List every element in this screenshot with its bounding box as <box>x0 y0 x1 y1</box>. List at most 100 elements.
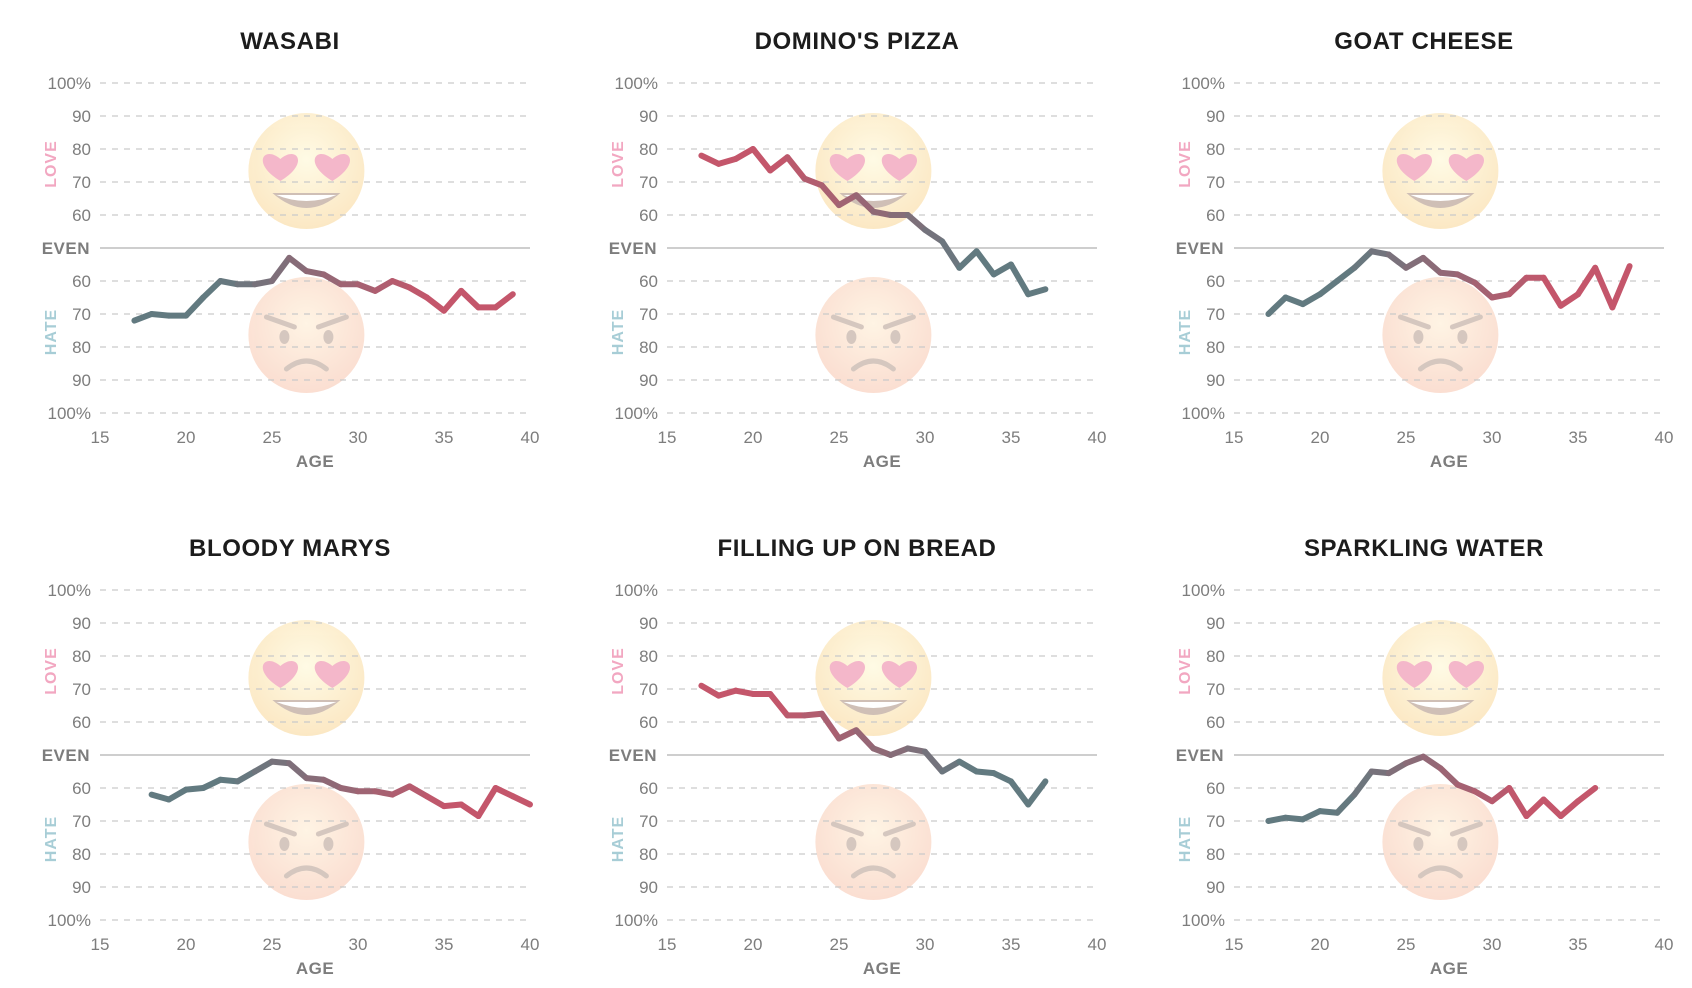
even-label: EVEN <box>609 239 657 258</box>
y-tick-label: 90 <box>72 614 91 633</box>
x-tick-label: 20 <box>177 935 196 954</box>
data-line-segment <box>269 254 293 284</box>
x-tick-label: 20 <box>177 428 196 447</box>
y-tick-label: 100% <box>1182 581 1225 600</box>
x-tick-label: 35 <box>1569 428 1588 447</box>
y-tick-label: 60 <box>72 779 91 798</box>
data-line-segment <box>922 748 946 775</box>
even-label: EVEN <box>42 746 90 765</box>
x-tick-label: 40 <box>1088 428 1107 447</box>
x-tick-label: 30 <box>916 935 935 954</box>
data-line-segment <box>1282 294 1306 308</box>
y-tick-label: 60 <box>639 272 658 291</box>
y-tick-label: 80 <box>72 647 91 666</box>
data-line-segment <box>389 278 413 291</box>
x-tick-label: 25 <box>263 935 282 954</box>
y-tick-label: 80 <box>1206 845 1225 864</box>
data-line-segment <box>1025 286 1049 298</box>
y-tick-label: 80 <box>639 140 658 159</box>
y-tick-label: 100% <box>48 911 91 930</box>
data-line-segment <box>1008 778 1032 808</box>
angry-face-emoji-icon <box>248 784 365 900</box>
data-line-segment <box>1592 264 1616 311</box>
love-axis-label: LOVE <box>1177 140 1194 188</box>
data-line-segment <box>698 682 722 699</box>
data-line-segment <box>286 760 310 782</box>
line-chart: BLOODY MARYS 100% 90 80 70 60 EVEN 60 70 80 90 100%… <box>42 535 540 978</box>
data-line-segment <box>441 287 465 314</box>
x-tick-label: 15 <box>1225 428 1244 447</box>
chart-panel: GOAT CHEESE 100% 90 80 70 60 EVEN 60 70 80 90 100% L… <box>1134 0 1692 480</box>
heart-eyes-emoji-icon <box>815 620 932 736</box>
x-tick-label: 25 <box>263 428 282 447</box>
data-line-segment <box>1299 808 1323 823</box>
data-line-segment <box>956 758 980 775</box>
data-line-segment <box>853 727 877 752</box>
data-line-segment <box>1506 785 1530 820</box>
x-tick-label: 25 <box>1397 428 1416 447</box>
data-line-segment <box>475 785 499 820</box>
data-line-segment <box>1403 753 1427 767</box>
y-tick-label: 80 <box>639 845 658 864</box>
y-tick-label: 60 <box>639 206 658 225</box>
y-tick-label: 60 <box>1206 206 1225 225</box>
data-line-segment <box>320 776 344 791</box>
angry-face-emoji-icon <box>815 277 932 393</box>
data-line-segment <box>904 212 928 233</box>
line-chart: DOMINO'S PIZZA 100% 90 80 70 60 EVEN 60 70 80 90 10… <box>609 28 1107 471</box>
y-tick-label: 90 <box>72 107 91 126</box>
line-chart: FILLING UP ON BREAD 100% 90 80 70 60 EVEN 60 70 8… <box>609 535 1107 978</box>
chart-panel: SPARKLING WATER 100% 90 80 70 60 EVEN 60 70 80 90 1… <box>1134 507 1692 987</box>
y-tick-label: 90 <box>639 614 658 633</box>
heart-eyes-emoji-icon <box>248 620 365 736</box>
data-line-segment <box>286 254 310 275</box>
x-tick-label: 15 <box>1225 935 1244 954</box>
y-tick-label: 70 <box>1206 680 1225 699</box>
y-tick-label: 80 <box>1206 140 1225 159</box>
y-tick-label: 60 <box>639 713 658 732</box>
y-tick-label: 70 <box>72 812 91 831</box>
data-line-segment <box>423 294 447 314</box>
y-tick-label: 100% <box>1182 74 1225 93</box>
y-tick-label: 100% <box>615 404 658 423</box>
y-tick-label: 70 <box>639 305 658 324</box>
love-axis-label: LOVE <box>43 140 60 188</box>
y-tick-label: 80 <box>72 338 91 357</box>
data-line-segment <box>320 271 344 288</box>
angry-face-emoji-icon <box>248 277 365 393</box>
data-line-segment <box>1454 271 1478 286</box>
y-tick-label: 70 <box>1206 173 1225 192</box>
data-line-segment <box>1575 264 1599 298</box>
love-axis-label: LOVE <box>43 647 60 695</box>
y-tick-label: 80 <box>72 845 91 864</box>
chart-panel: DOMINO'S PIZZA 100% 90 80 70 60 EVEN 60 70 80 90 10… <box>567 0 1125 480</box>
y-tick-label: 70 <box>1206 812 1225 831</box>
data-line-segment <box>372 278 396 294</box>
x-tick-label: 35 <box>1002 935 1021 954</box>
x-axis-label: AGE <box>296 959 334 978</box>
data-line-segment <box>509 793 533 808</box>
data-line-segment <box>732 146 756 162</box>
y-tick-label: 90 <box>1206 107 1225 126</box>
data-line-segment <box>389 783 413 798</box>
love-axis-label: LOVE <box>1177 647 1194 695</box>
y-tick-label: 60 <box>1206 713 1225 732</box>
x-axis-label: AGE <box>1430 452 1468 471</box>
y-tick-label: 100% <box>48 404 91 423</box>
data-line-segment <box>1299 291 1323 308</box>
x-tick-label: 20 <box>744 428 763 447</box>
x-tick-label: 35 <box>1002 428 1021 447</box>
data-line-segment <box>922 226 946 245</box>
even-label: EVEN <box>42 239 90 258</box>
love-axis-label: LOVE <box>610 647 627 695</box>
data-line-segment <box>1351 248 1375 271</box>
data-line-segment <box>1471 279 1495 301</box>
data-line-segment <box>1334 791 1358 816</box>
chart-title: DOMINO'S PIZZA <box>755 28 960 55</box>
angry-face-emoji-icon <box>1382 277 1499 393</box>
x-tick-label: 25 <box>1397 935 1416 954</box>
chart-title: SPARKLING WATER <box>1304 535 1544 562</box>
y-tick-label: 90 <box>72 371 91 390</box>
x-tick-label: 25 <box>830 935 849 954</box>
